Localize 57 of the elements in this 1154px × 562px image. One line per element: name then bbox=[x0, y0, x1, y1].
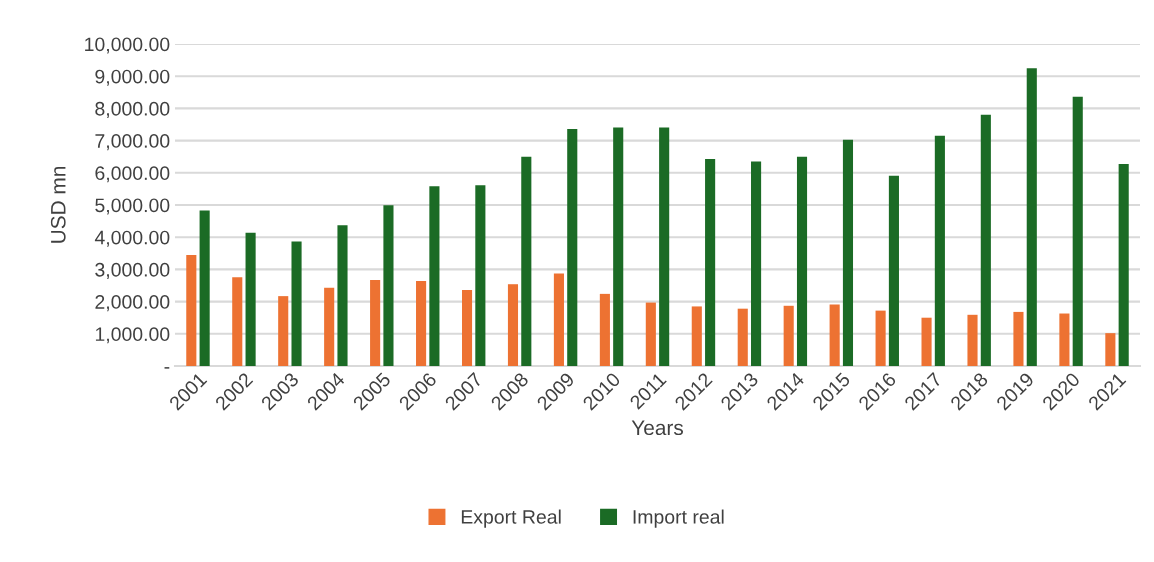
bar bbox=[199, 210, 210, 366]
y-tick-label: 5,000.00 bbox=[95, 198, 170, 215]
y-tick-label: 1,000.00 bbox=[95, 327, 170, 344]
bar bbox=[278, 296, 289, 366]
bar bbox=[829, 304, 840, 366]
y-tick-label: 8,000.00 bbox=[95, 101, 170, 118]
bar bbox=[888, 175, 899, 366]
bar bbox=[599, 293, 610, 366]
y-tick-label: 4,000.00 bbox=[94, 230, 170, 247]
y-tick-label: 3,000.00 bbox=[95, 262, 170, 279]
y-axis-title: USD mn bbox=[50, 166, 66, 243]
bar bbox=[934, 135, 945, 366]
bar bbox=[1059, 313, 1070, 366]
y-tick-label: 6,000.00 bbox=[95, 166, 170, 183]
bar bbox=[429, 186, 440, 366]
x-axis-title: Years bbox=[631, 420, 684, 436]
bar bbox=[507, 284, 519, 366]
bar bbox=[705, 158, 716, 366]
bar bbox=[291, 241, 302, 366]
bar bbox=[461, 290, 473, 366]
bar bbox=[921, 317, 932, 366]
legend-label: Export Real bbox=[461, 509, 561, 528]
bar bbox=[567, 129, 578, 366]
bar bbox=[521, 156, 532, 366]
y-tick-label: 2,000.00 bbox=[95, 295, 170, 312]
bar bbox=[324, 287, 335, 366]
bar bbox=[783, 305, 794, 366]
bar bbox=[1013, 311, 1024, 366]
bar bbox=[1072, 96, 1083, 366]
bar bbox=[186, 254, 197, 366]
bar bbox=[691, 306, 702, 366]
bar bbox=[553, 273, 564, 366]
bar bbox=[980, 114, 991, 366]
bar bbox=[842, 139, 854, 366]
bar bbox=[967, 314, 978, 366]
bar bbox=[875, 310, 886, 366]
bar bbox=[475, 185, 486, 366]
y-tick-label: 7,000.00 bbox=[95, 134, 170, 151]
y-tick-label: - bbox=[164, 367, 170, 369]
bar bbox=[337, 225, 348, 366]
y-tick-label: 9,000.00 bbox=[95, 69, 170, 86]
y-tick-label: 10,000.00 bbox=[85, 37, 170, 54]
bar bbox=[645, 302, 656, 366]
bar bbox=[370, 280, 381, 366]
bar bbox=[751, 161, 762, 366]
legend-label: Import real bbox=[633, 509, 724, 528]
bar bbox=[737, 308, 748, 366]
bar bbox=[1118, 164, 1129, 366]
bar bbox=[232, 277, 243, 366]
bar bbox=[613, 127, 624, 366]
bar bbox=[416, 280, 427, 366]
bar bbox=[659, 127, 670, 366]
bar bbox=[245, 232, 256, 366]
bar bbox=[1105, 333, 1116, 366]
bar bbox=[1026, 68, 1037, 366]
bar bbox=[383, 205, 394, 366]
bar bbox=[796, 156, 808, 366]
